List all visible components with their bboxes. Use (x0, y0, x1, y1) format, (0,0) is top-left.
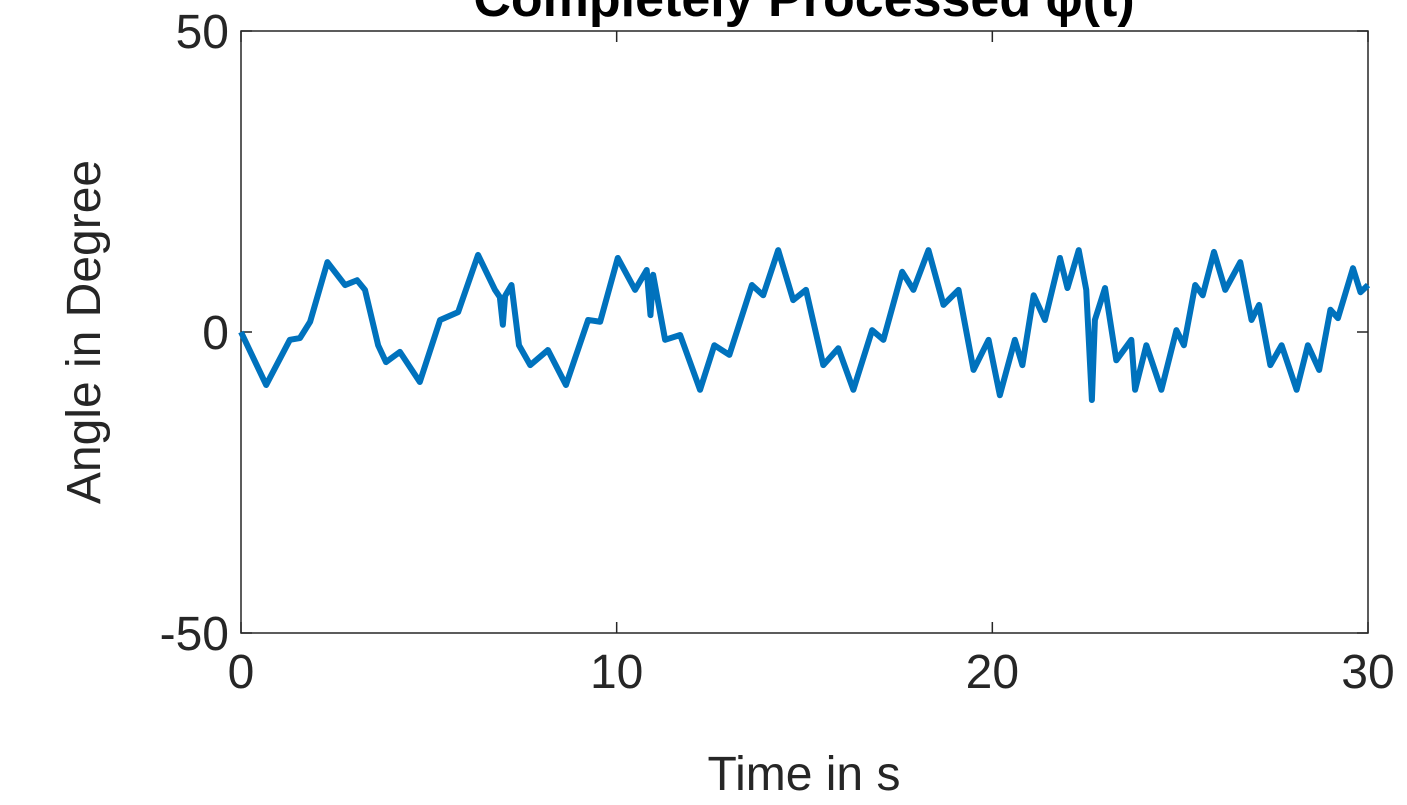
x-tick-label: 20 (966, 646, 1019, 699)
x-tick-label: 0 (228, 646, 255, 699)
plot-area (240, 30, 1369, 634)
y-tick-label: -50 (160, 608, 229, 661)
chart-title: Completely Processed φ(t) (473, 0, 1134, 28)
data-line (238, 247, 1371, 404)
x-axis-label: Time in s (708, 748, 901, 801)
y-axis-label: Angle in Degree (58, 160, 111, 504)
x-tick-label: 10 (590, 646, 643, 699)
x-tick-label: 30 (1341, 646, 1394, 699)
y-tick-label: 50 (176, 6, 229, 59)
y-tick-label: 0 (202, 307, 229, 360)
